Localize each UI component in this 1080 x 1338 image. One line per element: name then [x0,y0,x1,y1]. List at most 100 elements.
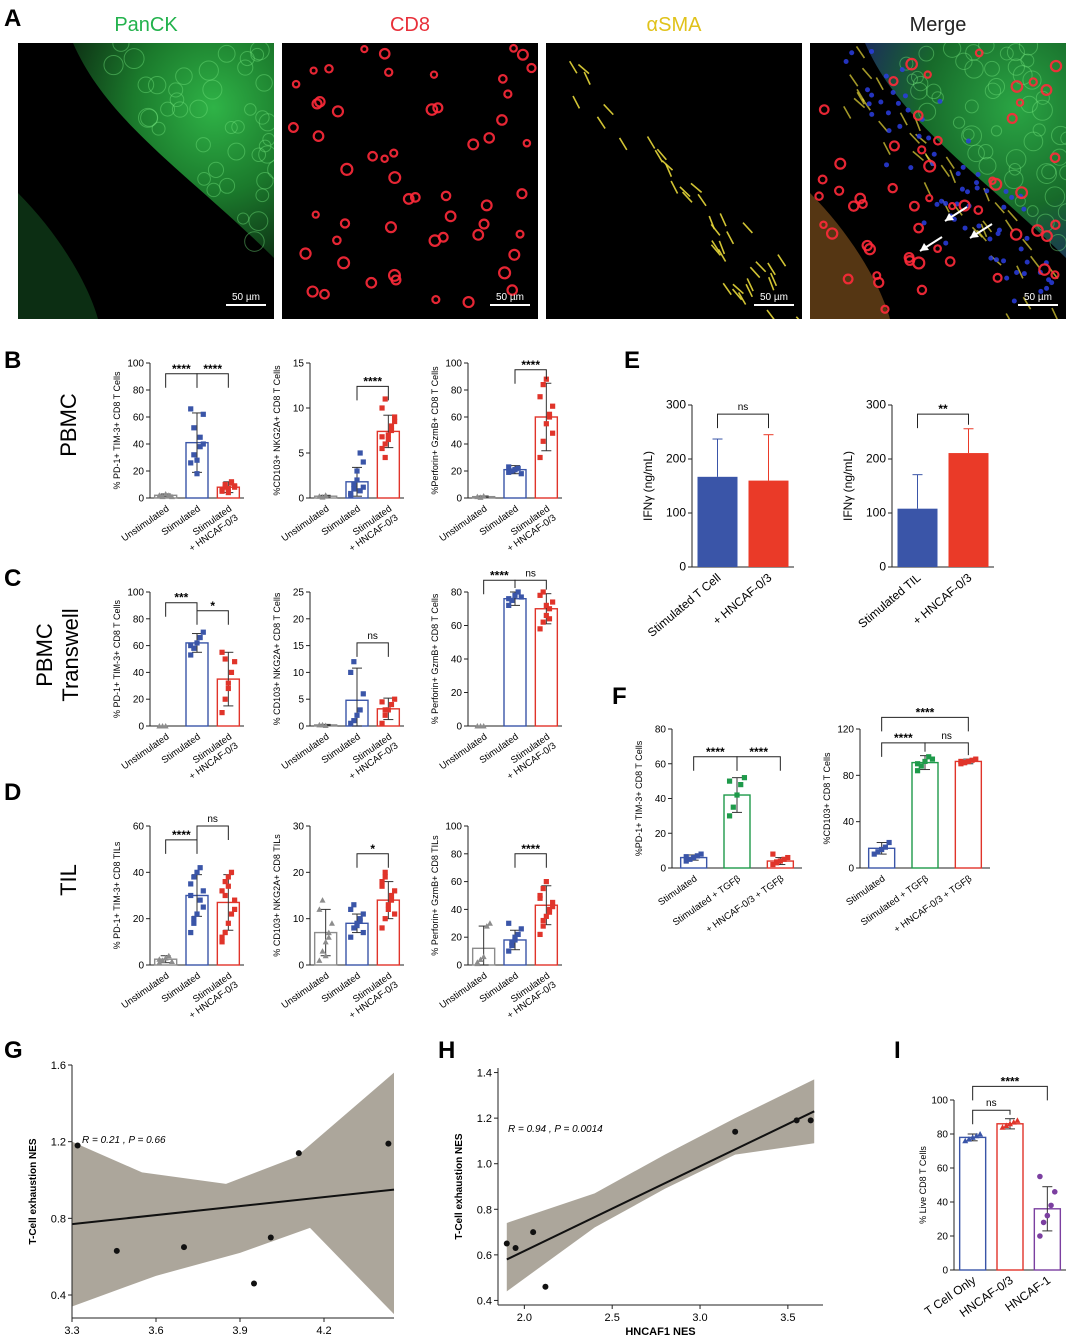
y-axis-label: T-Cell exhaustion NES [28,1138,39,1244]
data-point [793,1117,800,1124]
cd8-cell [384,67,394,77]
epithelial-cell [258,113,274,132]
sma-fiber [745,283,754,298]
cd8-cell [312,130,325,143]
y-tick-label: 60 [451,413,463,424]
sma-fiber [670,180,679,194]
cd8-cell [462,296,475,309]
epithelial-cell [251,147,267,163]
epithelial-cell [1018,43,1039,56]
data-point [392,414,398,420]
epithelial-cell [1020,95,1038,114]
data-point [388,892,395,899]
cd8-cell [888,140,900,152]
data-point [879,846,885,853]
significance-bracket [196,825,229,840]
data-point [379,879,385,885]
epithelial-cell [227,142,246,161]
cd8-cell [1040,84,1053,96]
significance-label: ns [207,814,218,825]
epithelial-cell [1023,131,1044,152]
cd8-cell [516,48,529,61]
epithelial-cell [964,59,984,79]
nucleus [897,123,903,129]
data-point [503,1240,510,1247]
cd8-cell [925,194,934,203]
data-point [506,464,512,470]
y-tick-label: 0 [298,494,304,505]
bar [748,480,789,567]
cd8-cell [818,104,830,115]
x-axis-label: HNCAF1 NES [625,1326,695,1338]
epithelial-cell [217,44,236,63]
significance-label: *** [174,591,188,605]
data-point [540,382,546,388]
y-axis-label: % Perforin+ GzmB+ CD8 T Cells [430,593,440,724]
cd8-cell [498,266,512,280]
cd8-cell [367,150,378,162]
cd8-cell [431,294,441,305]
data-point [540,917,546,924]
y-tick-label: 80 [937,1130,949,1141]
y-tick-label: 100 [866,506,886,520]
y-tick-label: 20 [133,914,145,925]
panel-letter-b: B [4,347,21,374]
nucleus [1021,271,1027,277]
data-point [113,1247,120,1254]
x-tick-label: 3.0 [692,1312,707,1324]
nucleus [884,162,890,168]
data-point [694,853,700,859]
y-tick-label: 80 [451,386,463,397]
data-point [973,756,979,762]
channel-label-sma: αSMA [647,14,703,36]
x-tick-label: 2.0 [517,1312,532,1324]
data-point [691,854,697,861]
cd8-cell [384,221,397,234]
y-tick-label: 20 [133,695,145,706]
significance-label: **** [894,731,913,745]
data-point [322,938,329,945]
significance-label: **** [749,745,768,759]
nucleus [921,220,927,226]
epithelial-cell [1060,131,1066,146]
sma-fiber [755,261,767,273]
nucleus [938,198,944,204]
epithelial-cell [984,60,1000,77]
data-point [537,592,543,598]
data-point [200,904,206,910]
data-point [550,899,556,906]
cd8-cell [483,132,496,144]
data-point [382,712,388,718]
data-point [322,952,329,959]
data-point [360,484,366,490]
data-point [225,883,231,889]
y-axis-label: %CD103+ CD8 T Cells [822,752,832,844]
data-point [506,948,512,954]
data-point [1007,1120,1013,1127]
category-label: Unstimulated [280,731,332,772]
category-label: Unstimulated [438,970,490,1011]
significance-bracket [717,413,769,429]
data-point [181,1244,187,1251]
sma-fiber [1022,296,1032,310]
data-point [357,450,363,456]
data-point [194,471,200,477]
epithelial-cell [255,74,273,92]
cd8-cell [402,193,415,205]
cd8-cell [1038,263,1051,276]
data-point [530,1229,537,1236]
epithelial-cell [248,211,269,232]
cd8-cell [1049,152,1061,164]
y-tick-label: 0 [138,494,144,505]
micrograph-content [546,43,802,319]
epithelial-cell [198,60,219,81]
data-point [348,490,354,497]
sma-fiber [1030,255,1040,268]
category-label-line: Unstimulated [438,731,490,772]
data-point [351,486,357,492]
row-label-pbmc: PBMC [56,393,81,457]
micrograph-content [282,43,538,319]
cd8-cell [933,244,942,253]
y-tick-label: 20 [133,467,145,478]
data-point [512,467,518,473]
